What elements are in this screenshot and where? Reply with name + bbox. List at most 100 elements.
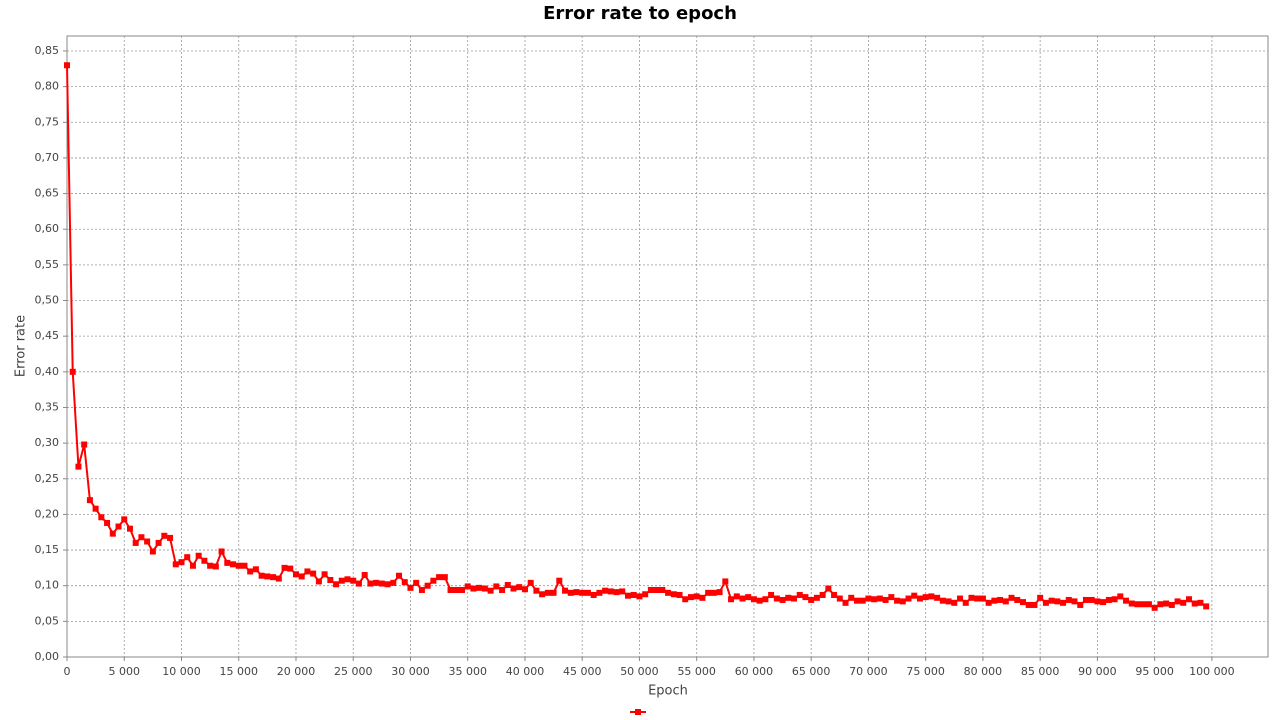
point — [126, 525, 133, 532]
point — [338, 577, 345, 584]
point — [378, 580, 385, 587]
x-tick-label: 50 000 — [620, 665, 659, 678]
point — [1071, 598, 1078, 605]
point — [1180, 599, 1187, 606]
point — [304, 568, 311, 575]
point — [968, 594, 975, 601]
point — [441, 574, 448, 581]
point — [504, 581, 511, 588]
point — [155, 539, 162, 546]
point — [104, 519, 111, 526]
x-tick-label: 0 — [64, 665, 71, 678]
point — [476, 584, 483, 591]
point — [1088, 596, 1095, 603]
point — [556, 577, 563, 584]
point — [298, 573, 305, 580]
point — [1100, 599, 1107, 606]
point — [270, 574, 277, 581]
x-tick-label: 20 000 — [277, 665, 316, 678]
x-tick-label: 80 000 — [964, 665, 1003, 678]
point — [791, 595, 798, 602]
point — [550, 589, 557, 596]
point — [1140, 601, 1147, 608]
point — [1065, 596, 1072, 603]
point — [905, 595, 912, 602]
point — [1163, 600, 1170, 607]
x-tick-label: 100 000 — [1189, 665, 1235, 678]
x-tick-label: 55 000 — [677, 665, 716, 678]
point — [321, 571, 328, 578]
point — [69, 368, 76, 375]
point — [779, 596, 786, 603]
point — [687, 594, 694, 601]
x-tick-label: 35 000 — [448, 665, 487, 678]
point — [207, 562, 214, 569]
point — [768, 591, 775, 598]
point — [1031, 601, 1038, 608]
point — [705, 589, 712, 596]
x-tick-label: 70 000 — [849, 665, 888, 678]
point — [499, 586, 506, 593]
y-tick-label: 0,40 — [35, 365, 60, 378]
y-tick-label: 0,60 — [35, 222, 60, 235]
legend-marker — [635, 709, 641, 715]
point — [1002, 598, 1009, 605]
point — [750, 596, 757, 603]
point — [573, 589, 580, 596]
point — [928, 593, 935, 600]
point — [1077, 601, 1084, 608]
point — [808, 596, 815, 603]
y-tick-label: 0,75 — [35, 115, 60, 128]
point — [373, 579, 380, 586]
point — [281, 564, 288, 571]
point — [367, 580, 374, 587]
point — [275, 575, 282, 582]
point — [1123, 597, 1130, 604]
point — [945, 598, 952, 605]
point — [819, 591, 826, 598]
point — [1082, 596, 1089, 603]
y-tick-label: 0,15 — [35, 543, 60, 556]
point — [739, 595, 746, 602]
point — [882, 596, 889, 603]
point — [178, 559, 185, 566]
point — [831, 591, 838, 598]
point — [1117, 593, 1124, 600]
point — [670, 591, 677, 598]
point — [682, 596, 689, 603]
x-tick-label: 75 000 — [906, 665, 945, 678]
point — [1128, 600, 1135, 607]
point — [235, 562, 242, 569]
point — [1054, 598, 1061, 605]
point — [447, 586, 454, 593]
x-tick-label: 10 000 — [162, 665, 201, 678]
x-tick-label: 95 000 — [1135, 665, 1174, 678]
y-tick-label: 0,10 — [35, 579, 60, 592]
point — [802, 594, 809, 601]
point — [252, 566, 259, 573]
point — [510, 585, 517, 592]
point — [813, 594, 820, 601]
point — [865, 595, 872, 602]
point — [264, 573, 271, 580]
point — [1145, 601, 1152, 608]
point — [310, 570, 317, 577]
point — [184, 554, 191, 561]
point — [1008, 594, 1015, 601]
point — [539, 591, 546, 598]
point — [470, 585, 477, 592]
plot-area — [66, 35, 1269, 658]
point — [396, 572, 403, 579]
point — [401, 579, 408, 586]
point — [665, 589, 672, 596]
point — [390, 579, 397, 586]
point — [544, 589, 551, 596]
point — [722, 578, 729, 585]
x-tick-label: 5 000 — [108, 665, 140, 678]
point — [991, 597, 998, 604]
point — [1094, 598, 1101, 605]
point — [384, 581, 391, 588]
y-tick-label: 0,65 — [35, 187, 60, 200]
y-tick-label: 0,25 — [35, 472, 60, 485]
point — [756, 597, 763, 604]
